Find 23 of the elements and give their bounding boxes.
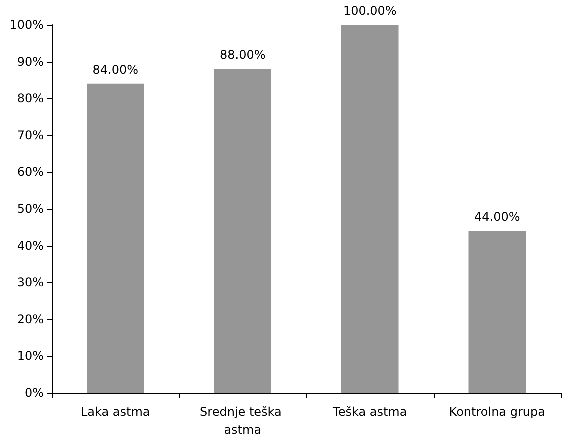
y-tick-label: 50%: [17, 202, 44, 216]
x-tick-label: Laka astma: [80, 405, 150, 419]
y-tick-label: 20%: [17, 312, 44, 326]
y-tick-label: 0%: [24, 386, 44, 400]
x-tick-label: Kontrolna grupa: [449, 405, 546, 419]
bar: [341, 25, 399, 393]
y-tick-label: 80%: [17, 92, 44, 106]
bar: [86, 84, 144, 393]
data-label: 84.00%: [92, 62, 139, 77]
data-label: 44.00%: [474, 210, 520, 224]
bar: [468, 231, 526, 393]
y-tick-label: 60%: [17, 165, 44, 180]
bar: [214, 69, 272, 393]
y-tick-label: 40%: [17, 238, 44, 253]
y-tick-label: 10%: [17, 349, 44, 364]
data-label: 100.00%: [343, 4, 397, 18]
x-tick-label: Teška astma: [332, 405, 408, 419]
y-tick-label: 100%: [10, 18, 44, 32]
y-tick-label: 70%: [17, 128, 44, 142]
y-tick-label: 90%: [17, 54, 44, 69]
x-tick-label: Srednje teška astma: [200, 405, 286, 437]
y-tick-label: 30%: [17, 276, 44, 290]
data-label: 88.00%: [220, 48, 266, 62]
